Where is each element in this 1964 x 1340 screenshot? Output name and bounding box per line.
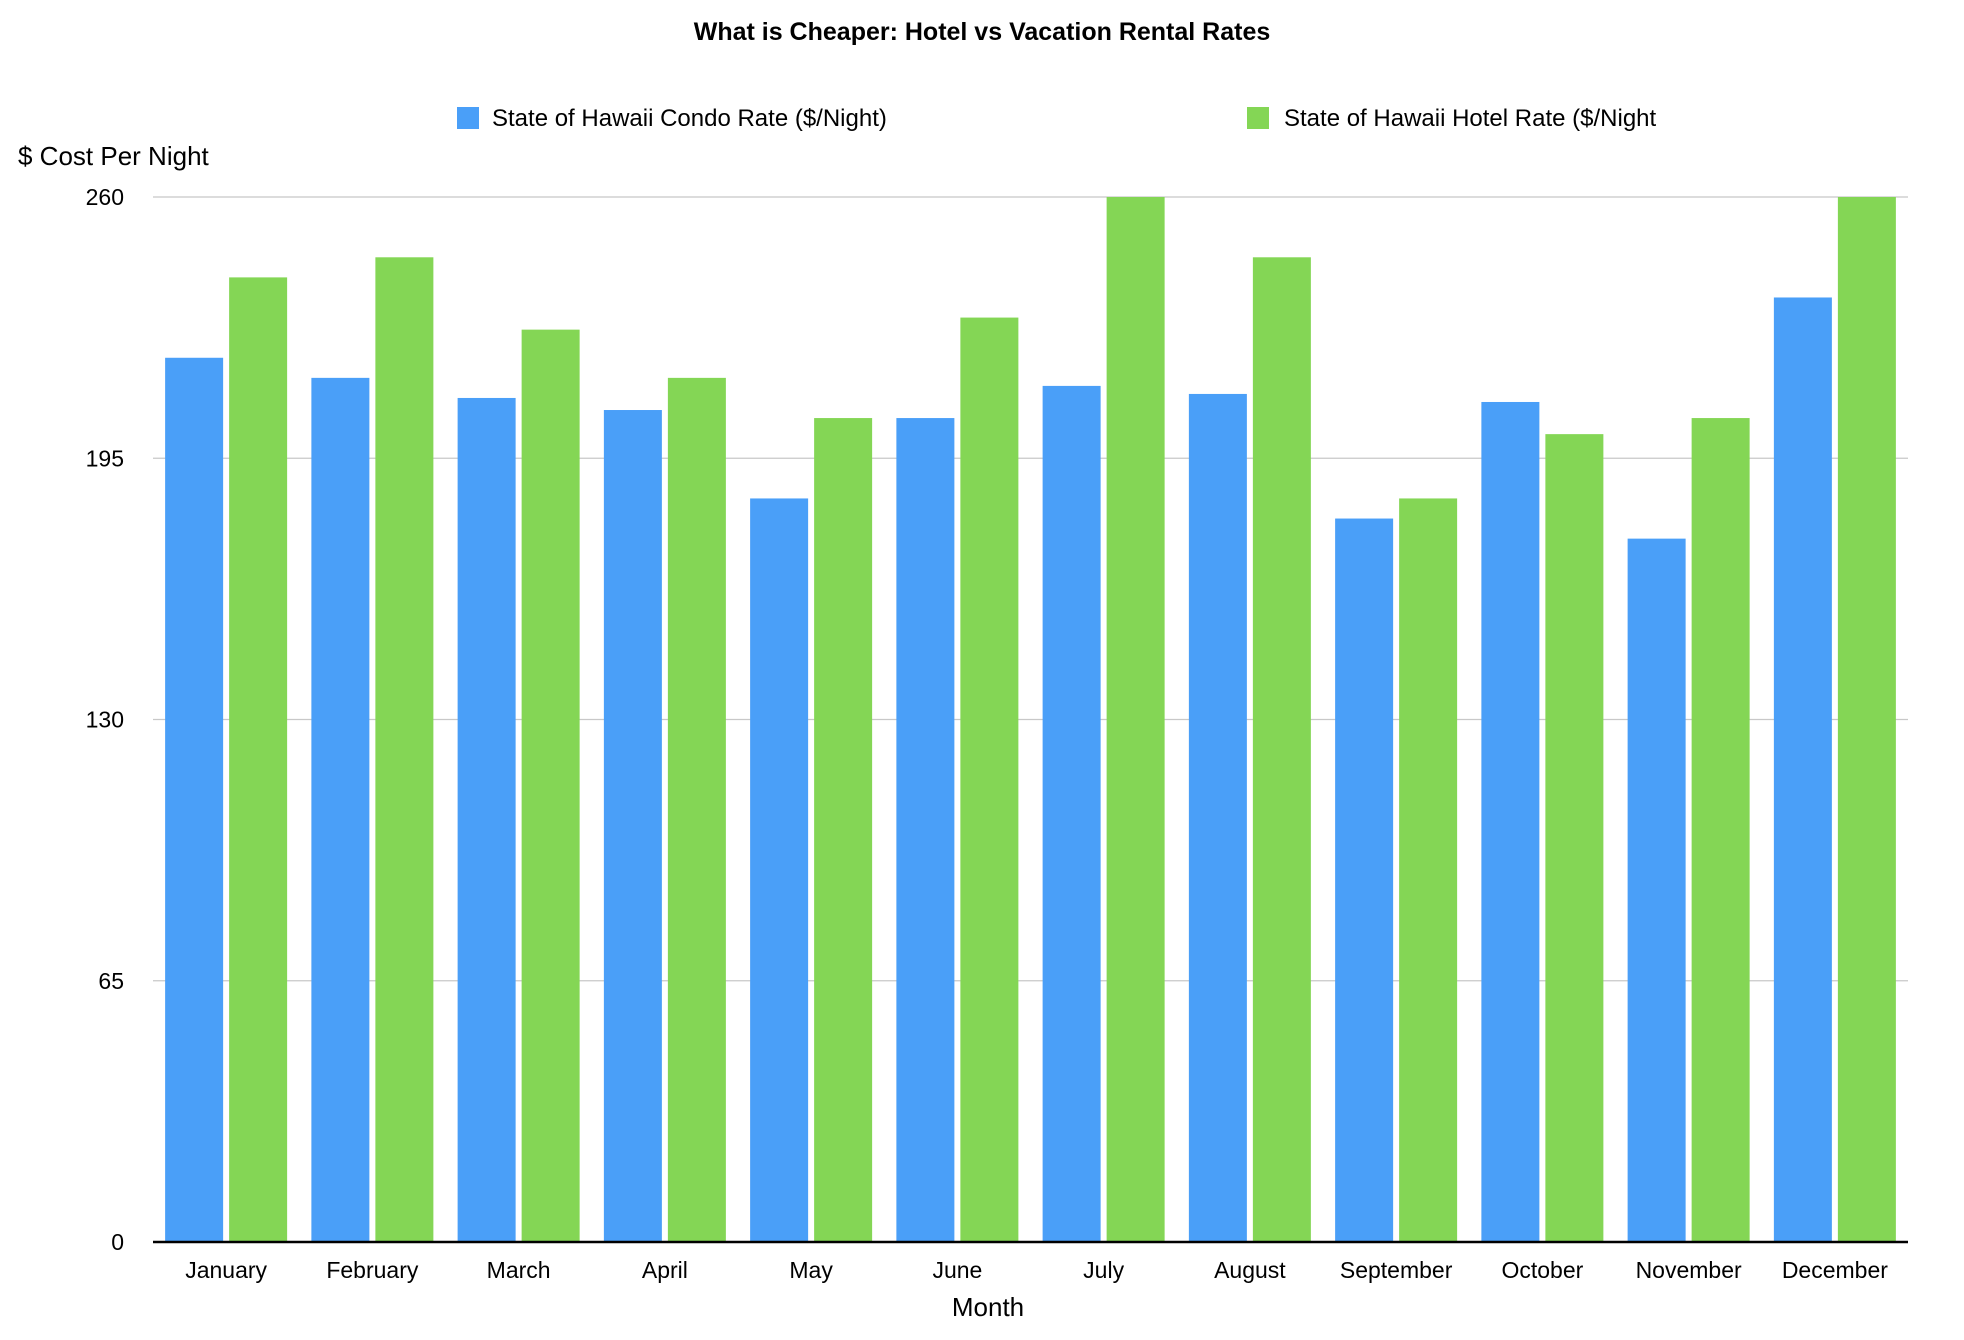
bar-condo-february bbox=[311, 377, 370, 1243]
bar-condo-october bbox=[1481, 401, 1540, 1242]
y-tick-label: 195 bbox=[86, 445, 124, 471]
bar-hotel-june bbox=[960, 317, 1019, 1243]
bar-hotel-august bbox=[1252, 257, 1311, 1242]
x-tick-label: April bbox=[642, 1257, 688, 1283]
bar-condo-august bbox=[1188, 393, 1247, 1242]
x-tick-label: December bbox=[1782, 1257, 1888, 1283]
x-tick-label: March bbox=[487, 1257, 551, 1283]
x-tick-label: July bbox=[1083, 1257, 1124, 1283]
bar-hotel-november bbox=[1691, 418, 1750, 1242]
x-tick-label: June bbox=[932, 1257, 982, 1283]
y-axis-ticks: 0 65 130 195 260 bbox=[86, 184, 124, 1255]
y-tick-label: 260 bbox=[86, 184, 124, 210]
x-axis-label: Month bbox=[952, 1292, 1024, 1322]
gridlines bbox=[153, 196, 1908, 982]
bar-condo-july bbox=[1042, 385, 1101, 1243]
y-tick-label: 65 bbox=[98, 968, 124, 994]
legend-swatch-hotel bbox=[1247, 107, 1269, 129]
bar-hotel-may bbox=[814, 418, 873, 1242]
legend-swatch-condo bbox=[457, 107, 479, 129]
x-tick-label: October bbox=[1501, 1257, 1583, 1283]
x-tick-label: February bbox=[326, 1257, 419, 1283]
x-tick-label: January bbox=[185, 1257, 267, 1283]
bar-condo-april bbox=[603, 410, 662, 1242]
x-tick-label: November bbox=[1636, 1257, 1742, 1283]
bar-hotel-march bbox=[521, 329, 580, 1242]
bar-hotel-september bbox=[1399, 498, 1458, 1242]
bar-hotel-december bbox=[1837, 197, 1896, 1242]
bar-condo-january bbox=[165, 357, 224, 1242]
x-tick-label: August bbox=[1214, 1257, 1286, 1283]
bar-condo-may bbox=[750, 498, 809, 1242]
bar-condo-september bbox=[1335, 518, 1394, 1242]
y-tick-label: 0 bbox=[111, 1229, 124, 1255]
x-axis-ticks: January February March April May June July Augu… bbox=[185, 1257, 1888, 1283]
bar-hotel-january bbox=[229, 277, 288, 1242]
x-tick-label: September bbox=[1340, 1257, 1453, 1283]
legend-label-hotel: State of Hawaii Hotel Rate ($/Night bbox=[1284, 105, 1657, 132]
y-tick-label: 130 bbox=[86, 707, 124, 733]
bar-condo-june bbox=[896, 418, 955, 1242]
chart-title: What is Cheaper: Hotel vs Vacation Renta… bbox=[694, 18, 1271, 46]
bar-hotel-july bbox=[1106, 197, 1165, 1242]
y-axis-label: $ Cost Per Night bbox=[18, 141, 210, 171]
bar-hotel-april bbox=[667, 377, 726, 1243]
bar-hotel-october bbox=[1545, 434, 1604, 1242]
bar-condo-march bbox=[457, 397, 516, 1242]
bars bbox=[165, 197, 1896, 1243]
bar-condo-november bbox=[1627, 538, 1686, 1242]
x-tick-label: May bbox=[789, 1257, 833, 1283]
bar-hotel-february bbox=[375, 257, 434, 1242]
legend: State of Hawaii Condo Rate ($/Night) Sta… bbox=[457, 105, 1657, 132]
legend-label-condo: State of Hawaii Condo Rate ($/Night) bbox=[492, 105, 887, 132]
bar-condo-december bbox=[1773, 297, 1832, 1242]
